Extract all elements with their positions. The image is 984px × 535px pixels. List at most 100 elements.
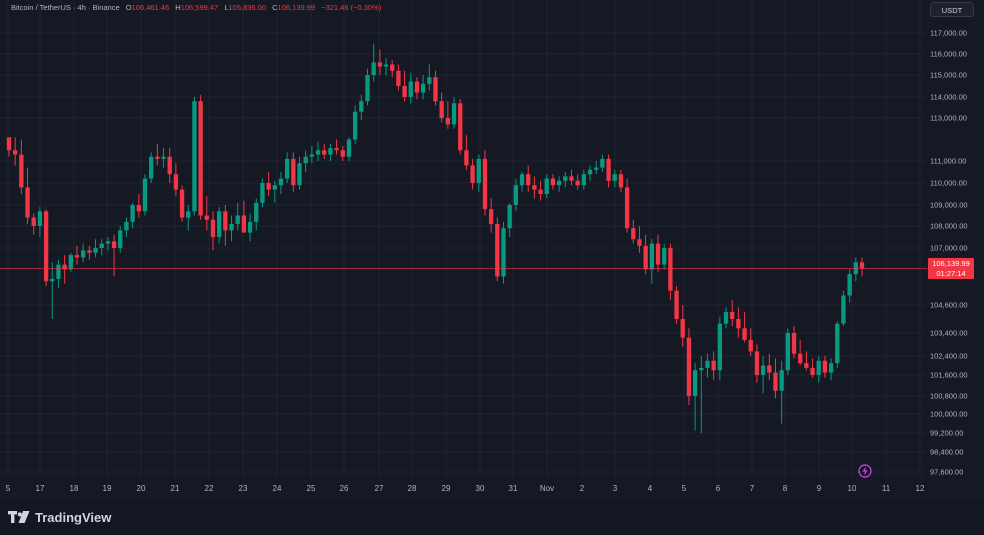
candle [130, 202, 135, 229]
candle [742, 312, 747, 343]
candle [346, 137, 352, 161]
candle-body [377, 62, 383, 67]
candle-body [581, 174, 587, 186]
candle [124, 217, 129, 237]
candle [229, 215, 234, 242]
candle [723, 307, 729, 329]
candle-body [81, 250, 86, 258]
candle [556, 176, 562, 192]
candle-body [631, 228, 636, 240]
candle-body [507, 205, 512, 229]
candle [173, 163, 179, 197]
candle-body [513, 185, 519, 205]
candle-body [390, 64, 395, 71]
time-tick-label: 7 [749, 484, 755, 493]
candle-body [427, 77, 432, 84]
time-tick-label: 21 [170, 484, 180, 493]
candle-body [241, 215, 247, 233]
candle [315, 141, 321, 161]
candle-body [668, 248, 673, 291]
tradingview-logo[interactable]: TradingView [8, 508, 111, 526]
candle-body [105, 241, 111, 244]
candle [62, 255, 67, 284]
candle [396, 64, 401, 91]
candle [526, 165, 531, 192]
candle [408, 72, 413, 104]
candle [111, 234, 117, 277]
candle [773, 358, 778, 399]
footer-bar [0, 500, 984, 535]
candle [272, 180, 277, 203]
candle-body [742, 328, 747, 340]
candle-body [402, 86, 407, 97]
candle-body [655, 243, 661, 265]
candle [569, 169, 574, 186]
candle-body [37, 211, 43, 226]
candle-body [124, 221, 129, 231]
open-value: 106,461.46 [131, 3, 170, 12]
price-tick-label: 100,800.00 [930, 391, 968, 401]
candle [155, 143, 160, 166]
candlestick-plot [0, 0, 927, 478]
currency-button[interactable]: USDT [930, 2, 974, 17]
candle [427, 64, 432, 91]
candle-body [822, 360, 828, 373]
candle-body [6, 137, 12, 151]
price-tick-label: 103,400.00 [930, 328, 968, 338]
time-tick-label: 2 [579, 484, 585, 493]
symbol-name[interactable]: Bitcoin / TetherUS · 4h · Binance [11, 3, 120, 12]
candle-body [674, 290, 679, 319]
candle-body [111, 241, 117, 248]
price-tick-label: 114,000.00 [930, 92, 967, 102]
price-tick-label: 111,000.00 [930, 156, 967, 166]
close-value: 106,139.99 [277, 3, 316, 12]
candle [606, 154, 611, 188]
price-tick-label: 108,000.00 [930, 221, 968, 231]
time-tick-label: 12 [915, 484, 925, 493]
candle-body [272, 185, 277, 190]
time-tick-label: 10 [847, 484, 857, 493]
candle [612, 169, 617, 188]
candle-body [692, 370, 698, 396]
candle [637, 226, 642, 253]
last-price-tag: 106,139.99 01:27:14 [928, 257, 974, 279]
candle-body [532, 185, 537, 190]
low-value: 105,836.00 [228, 3, 267, 12]
candle [859, 257, 865, 277]
candle-body [637, 239, 642, 246]
candle-body [730, 312, 735, 319]
candle [192, 97, 197, 216]
candle [779, 360, 784, 424]
candle-body [322, 150, 327, 155]
candle [674, 286, 679, 324]
time-tick-label: 22 [204, 484, 214, 493]
chart-area[interactable] [0, 0, 984, 500]
candle [631, 219, 636, 244]
open-label: O [125, 3, 132, 12]
candle [142, 174, 148, 216]
candle [618, 169, 624, 192]
candle-body [563, 176, 568, 181]
candle [50, 262, 55, 319]
candle-body [142, 178, 148, 212]
candle-body [606, 158, 611, 181]
last-price-value: 106,139.99 [932, 258, 970, 268]
candle [118, 226, 123, 253]
candle [853, 257, 858, 282]
candle [68, 252, 73, 272]
candle-body [396, 70, 401, 86]
candle [291, 152, 296, 192]
candle-body [284, 158, 290, 179]
price-tick-label: 99,200.00 [930, 428, 964, 438]
lightning-bolt-icon[interactable] [858, 464, 872, 478]
candle-body [569, 176, 574, 181]
candle [730, 300, 735, 326]
candle-body [575, 180, 580, 186]
price-tick-label: 115,000.00 [930, 70, 967, 80]
candle [692, 363, 698, 431]
high-value: 106,599.47 [180, 3, 219, 12]
candle-body [680, 319, 685, 338]
candle-body [847, 274, 852, 296]
candle-body [297, 163, 302, 186]
brand-name: TradingView [35, 509, 112, 525]
